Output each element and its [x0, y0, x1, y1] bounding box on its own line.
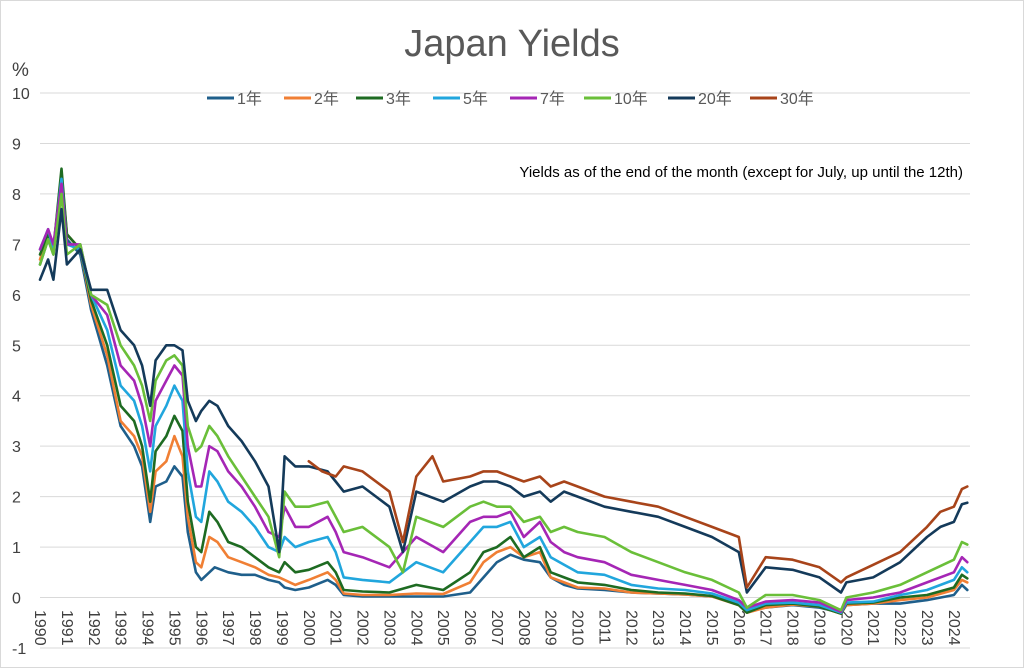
x-tick-label: 2008: [515, 610, 532, 646]
y-tick-label: 6: [12, 288, 21, 305]
x-tick-label: 1998: [246, 610, 263, 646]
chart-title: Japan Yields: [404, 23, 620, 65]
x-tick-label: 1997: [219, 610, 236, 646]
series-line-y10: [38, 192, 969, 612]
x-tick-label: 2012: [622, 610, 639, 646]
y-tick-label: 1: [12, 540, 21, 557]
legend-label-y2: 2年: [314, 90, 339, 108]
series-line-y7: [38, 182, 969, 613]
x-tick-label: 1999: [273, 610, 290, 646]
x-tick-label: 2022: [891, 610, 908, 646]
legend-label-y7: 7年: [540, 90, 565, 108]
x-tick-label: 1994: [139, 610, 156, 646]
x-tick-label: 2003: [380, 610, 397, 646]
x-tick-label: 1995: [165, 610, 182, 646]
x-tick-label: 2001: [327, 610, 344, 646]
series-line-y5: [38, 177, 969, 614]
chart-annotation: Yields as of the end of the month (excep…: [519, 164, 963, 181]
y-tick-label: 2: [12, 490, 21, 507]
x-tick-label: 1992: [85, 610, 102, 646]
x-tick-label: 2009: [542, 610, 559, 646]
x-tick-label: 2010: [569, 610, 586, 646]
y-tick-label: -1: [12, 641, 26, 658]
x-tick-label: 2004: [407, 610, 424, 646]
x-tick-label: 2024: [945, 610, 962, 646]
x-tick-label: 1993: [112, 610, 129, 646]
legend-label-y30: 30年: [780, 90, 814, 108]
legend-label-y5: 5年: [463, 90, 488, 108]
x-tick-label: 2000: [300, 610, 317, 646]
y-tick-label: 8: [12, 187, 21, 204]
x-tick-label: 2018: [784, 610, 801, 646]
legend: 1年 2年 3年 5年 7年 10年 20年 30年: [207, 90, 814, 108]
x-tick-label: 2017: [757, 610, 774, 646]
x-tick-label: 2005: [434, 610, 451, 646]
x-tick-label: 2020: [837, 610, 854, 646]
y-axis: -1 0 1 2 3 4 5 6 7 8 9 10: [12, 86, 30, 658]
x-axis: 1990 1991 1992 1993 1994 1995 1996 1997 1998 1999…: [31, 610, 962, 646]
y-tick-label: 5: [12, 338, 21, 355]
x-tick-label: 2006: [461, 610, 478, 646]
x-tick-label: 2021: [864, 610, 881, 646]
x-tick-label: 2016: [730, 610, 747, 646]
x-tick-label: 2011: [595, 610, 612, 645]
y-tick-label: 7: [12, 237, 21, 254]
x-tick-label: 2002: [354, 610, 371, 646]
y-tick-label: 9: [12, 136, 21, 153]
x-tick-label: 2007: [488, 610, 505, 646]
x-tick-label: 2015: [703, 610, 720, 646]
legend-label-y3: 3年: [386, 90, 411, 108]
legend-label-y20: 20年: [698, 90, 732, 108]
y-tick-label: 0: [12, 591, 21, 608]
x-tick-label: 2023: [918, 610, 935, 646]
legend-label-y10: 10年: [614, 90, 648, 108]
y-tick-label: 10: [12, 86, 30, 103]
y-axis-unit-label: %: [12, 60, 29, 81]
x-tick-label: 1990: [31, 610, 48, 646]
x-tick-label: 2019: [810, 610, 827, 646]
series-lines: [38, 167, 969, 615]
series-line-y2: [38, 172, 969, 615]
legend-label-y1: 1年: [237, 90, 262, 108]
series-line-y30: [307, 455, 969, 589]
x-tick-label: 1991: [58, 610, 75, 646]
x-tick-label: 2013: [649, 610, 666, 646]
x-tick-label: 1996: [192, 610, 209, 646]
y-tick-label: 3: [12, 439, 21, 456]
series-line-y3: [38, 167, 969, 615]
x-tick-label: 2014: [676, 610, 693, 646]
y-tick-label: 4: [12, 389, 21, 406]
series-line-y20: [38, 207, 969, 594]
